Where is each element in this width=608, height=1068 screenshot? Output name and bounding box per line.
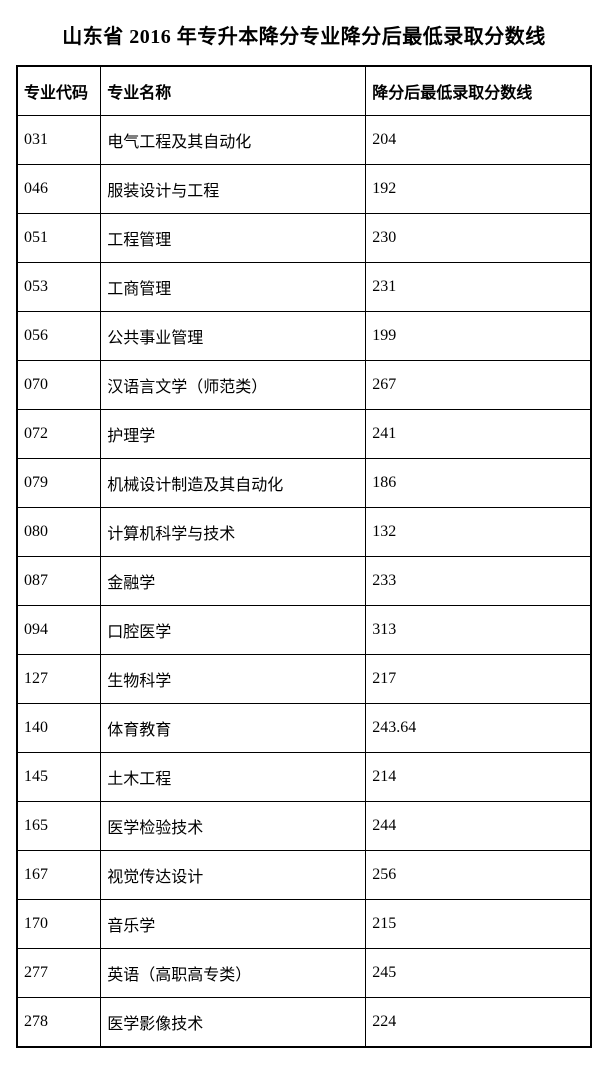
- cell-code: 145: [17, 753, 101, 802]
- table-row: 072护理学241: [17, 410, 591, 459]
- cell-name: 土木工程: [101, 753, 366, 802]
- table-header-name: 专业名称: [101, 66, 366, 116]
- table-row: 140体育教育243.64: [17, 704, 591, 753]
- cell-name: 音乐学: [101, 900, 366, 949]
- table-row: 080计算机科学与技术132: [17, 508, 591, 557]
- cell-name: 工程管理: [101, 214, 366, 263]
- cell-code: 051: [17, 214, 101, 263]
- cell-score: 192: [366, 165, 591, 214]
- scores-table: 专业代码 专业名称 降分后最低录取分数线 031电气工程及其自动化204046服…: [16, 65, 592, 1048]
- cell-code: 278: [17, 998, 101, 1048]
- table-row: 056公共事业管理199: [17, 312, 591, 361]
- cell-code: 094: [17, 606, 101, 655]
- cell-name: 英语（高职高专类）: [101, 949, 366, 998]
- table-row: 277英语（高职高专类）245: [17, 949, 591, 998]
- cell-name: 计算机科学与技术: [101, 508, 366, 557]
- table-row: 165医学检验技术244: [17, 802, 591, 851]
- cell-score: 245: [366, 949, 591, 998]
- table-header-code: 专业代码: [17, 66, 101, 116]
- table-row: 070汉语言文学（师范类）267: [17, 361, 591, 410]
- table-header-score: 降分后最低录取分数线: [366, 66, 591, 116]
- cell-code: 053: [17, 263, 101, 312]
- table-row: 170音乐学215: [17, 900, 591, 949]
- cell-code: 070: [17, 361, 101, 410]
- cell-name: 医学检验技术: [101, 802, 366, 851]
- cell-score: 267: [366, 361, 591, 410]
- cell-name: 工商管理: [101, 263, 366, 312]
- cell-name: 服装设计与工程: [101, 165, 366, 214]
- cell-score: 199: [366, 312, 591, 361]
- cell-score: 244: [366, 802, 591, 851]
- table-row: 046服装设计与工程192: [17, 165, 591, 214]
- cell-name: 汉语言文学（师范类）: [101, 361, 366, 410]
- cell-code: 140: [17, 704, 101, 753]
- cell-score: 241: [366, 410, 591, 459]
- cell-score: 231: [366, 263, 591, 312]
- cell-score: 224: [366, 998, 591, 1048]
- cell-name: 生物科学: [101, 655, 366, 704]
- table-row: 167视觉传达设计256: [17, 851, 591, 900]
- page-title: 山东省 2016 年专升本降分专业降分后最低录取分数线: [16, 20, 592, 49]
- table-row: 278医学影像技术224: [17, 998, 591, 1048]
- cell-score: 243.64: [366, 704, 591, 753]
- table-row: 051工程管理230: [17, 214, 591, 263]
- cell-code: 080: [17, 508, 101, 557]
- cell-code: 087: [17, 557, 101, 606]
- cell-score: 233: [366, 557, 591, 606]
- cell-score: 230: [366, 214, 591, 263]
- cell-code: 046: [17, 165, 101, 214]
- cell-score: 256: [366, 851, 591, 900]
- table-row: 053工商管理231: [17, 263, 591, 312]
- table-row: 087金融学233: [17, 557, 591, 606]
- cell-code: 056: [17, 312, 101, 361]
- table-row: 127生物科学217: [17, 655, 591, 704]
- cell-name: 电气工程及其自动化: [101, 116, 366, 165]
- table-row: 145土木工程214: [17, 753, 591, 802]
- cell-score: 217: [366, 655, 591, 704]
- cell-score: 215: [366, 900, 591, 949]
- cell-code: 167: [17, 851, 101, 900]
- cell-score: 313: [366, 606, 591, 655]
- cell-name: 口腔医学: [101, 606, 366, 655]
- cell-score: 186: [366, 459, 591, 508]
- table-row: 079机械设计制造及其自动化186: [17, 459, 591, 508]
- cell-name: 金融学: [101, 557, 366, 606]
- cell-name: 体育教育: [101, 704, 366, 753]
- cell-name: 医学影像技术: [101, 998, 366, 1048]
- cell-score: 214: [366, 753, 591, 802]
- cell-name: 护理学: [101, 410, 366, 459]
- cell-name: 机械设计制造及其自动化: [101, 459, 366, 508]
- cell-code: 031: [17, 116, 101, 165]
- cell-code: 170: [17, 900, 101, 949]
- cell-code: 277: [17, 949, 101, 998]
- cell-code: 072: [17, 410, 101, 459]
- cell-score: 132: [366, 508, 591, 557]
- table-row: 094口腔医学313: [17, 606, 591, 655]
- table-header-row: 专业代码 专业名称 降分后最低录取分数线: [17, 66, 591, 116]
- cell-name: 视觉传达设计: [101, 851, 366, 900]
- cell-code: 165: [17, 802, 101, 851]
- cell-name: 公共事业管理: [101, 312, 366, 361]
- cell-code: 079: [17, 459, 101, 508]
- table-row: 031电气工程及其自动化204: [17, 116, 591, 165]
- cell-code: 127: [17, 655, 101, 704]
- cell-score: 204: [366, 116, 591, 165]
